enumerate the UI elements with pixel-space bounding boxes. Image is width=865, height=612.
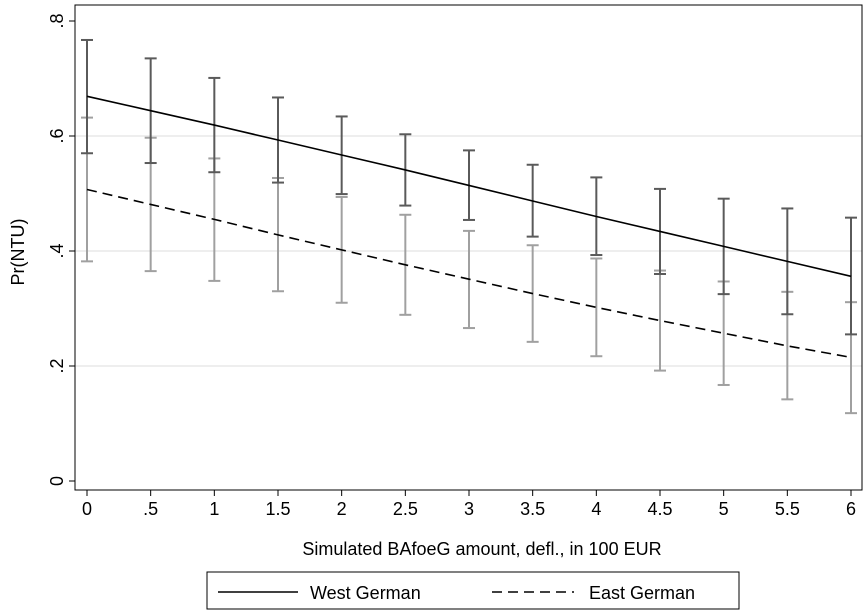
- x-tick-label-3: 1.5: [265, 499, 290, 519]
- y-tick-label-2: .4: [47, 243, 67, 258]
- series-line-west-german: [86, 95, 852, 278]
- x-axis: 0 .5 1 1.5 2 2.5 3 3.5 4 4.5 5 5.5 6: [82, 490, 856, 519]
- x-tick-label-2: 1: [209, 499, 219, 519]
- x-axis-title: Simulated BAfoeG amount, defl., in 100 E…: [302, 539, 661, 559]
- x-tick-label-8: 4: [591, 499, 601, 519]
- legend: West German East German: [206, 571, 740, 610]
- x-tick-label-7: 3.5: [520, 499, 545, 519]
- y-tick-label-3: .6: [47, 128, 67, 143]
- y-tick-label-1: .2: [47, 358, 67, 373]
- x-tick-label-4: 2: [337, 499, 347, 519]
- x-tick-label-0: 0: [82, 499, 92, 519]
- x-tick-label-11: 5.5: [775, 499, 800, 519]
- x-tick-label-6: 3: [464, 499, 474, 519]
- x-tick-label-5: 2.5: [393, 499, 418, 519]
- legend-label-east-german: East German: [589, 583, 695, 603]
- legend-box: [206, 571, 740, 610]
- series-lines: [86, 95, 852, 359]
- series-line-east-german: [86, 188, 852, 359]
- x-tick-label-12: 6: [846, 499, 856, 519]
- legend-label-west-german: West German: [310, 583, 421, 603]
- x-tick-label-10: 5: [719, 499, 729, 519]
- x-tick-label-1: .5: [143, 499, 158, 519]
- x-tick-label-9: 4.5: [647, 499, 672, 519]
- ci-bar-east-german-8: [590, 257, 603, 358]
- y-axis: 0 .2 .4 .6 .8: [47, 13, 75, 486]
- y-tick-label-0: 0: [47, 476, 67, 486]
- y-tick-label-4: .8: [47, 13, 67, 28]
- y-axis-title: Pr(NTU): [8, 219, 28, 286]
